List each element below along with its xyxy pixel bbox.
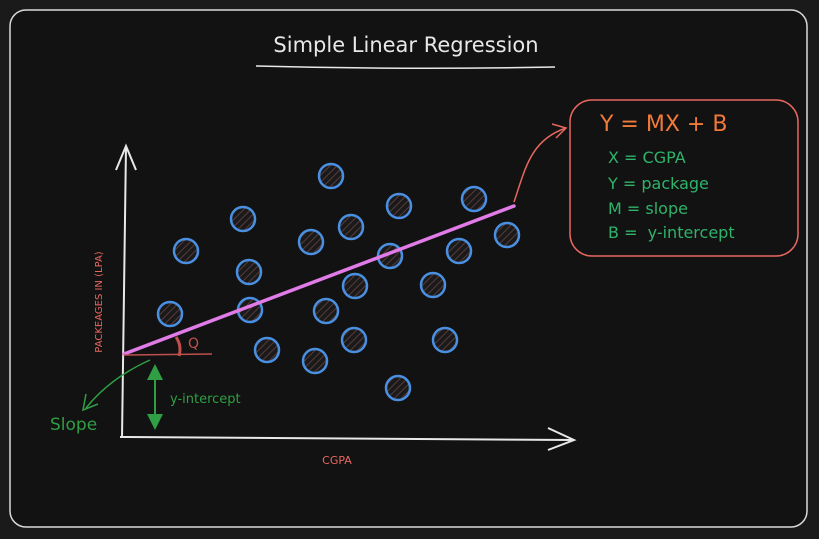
slope-label: Slope — [50, 415, 97, 435]
data-point — [297, 228, 325, 256]
data-point — [156, 300, 184, 328]
data-point — [229, 205, 257, 233]
data-point — [385, 192, 413, 220]
equation-text: Y = MX + B — [599, 112, 727, 137]
data-point — [431, 326, 459, 354]
data-point — [317, 162, 345, 190]
intercept-label: y-intercept — [170, 392, 241, 407]
x-axis-label: CGPA — [322, 454, 352, 467]
diagram-title: Simple Linear Regression — [273, 33, 538, 57]
data-point — [312, 297, 340, 325]
equation-pointer-arrow — [513, 123, 568, 203]
data-point — [337, 213, 365, 241]
equation-box: Y = MX + B X = CGPA Y = package M = slop… — [569, 99, 799, 257]
y-axis-label: PACKEAGES IN (LPA) — [94, 251, 105, 352]
x-axis — [119, 427, 577, 451]
diagram-frame — [9, 9, 808, 528]
angle-marker — [123, 336, 213, 357]
data-point — [301, 347, 329, 375]
data-point — [419, 271, 447, 299]
regression-line — [122, 204, 516, 356]
data-point — [460, 185, 488, 213]
data-point — [341, 272, 369, 300]
angle-symbol: Q — [188, 336, 199, 352]
definition-x: X = CGPA — [608, 148, 686, 167]
definition-m: M = slope — [608, 199, 688, 218]
data-points — [156, 162, 521, 402]
definition-y: Y = package — [607, 174, 709, 193]
intercept-arrow — [147, 364, 163, 430]
y-axis — [115, 143, 137, 439]
data-point — [493, 221, 521, 249]
title-underline — [255, 65, 556, 70]
definition-b: B = y-intercept — [608, 223, 735, 242]
slope-arrow — [82, 359, 151, 412]
data-point — [235, 258, 263, 286]
data-point — [445, 237, 473, 265]
data-point — [253, 336, 281, 364]
data-point — [340, 326, 368, 354]
data-point — [172, 237, 200, 265]
data-point — [384, 374, 412, 402]
